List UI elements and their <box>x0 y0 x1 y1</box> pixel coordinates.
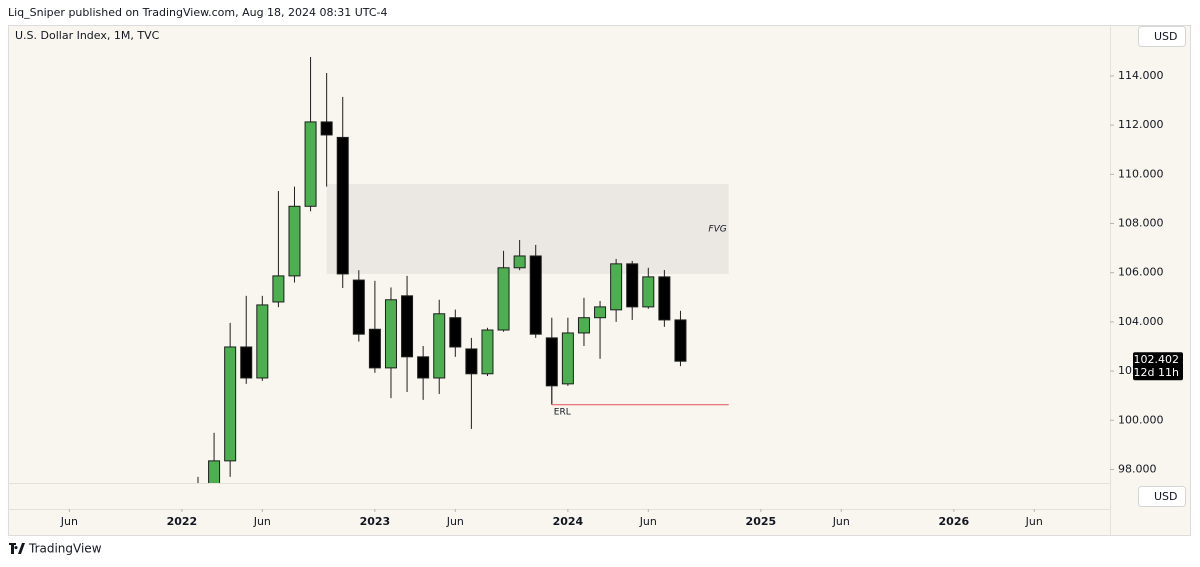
candle-body <box>256 304 269 379</box>
candle-body <box>626 263 639 308</box>
candle-body <box>401 295 414 358</box>
zone-label: FVG <box>708 224 726 234</box>
symbol: U.S. Dollar Index, 1M, TVC <box>15 29 160 42</box>
candle-body <box>384 299 397 369</box>
y-tick-label: 114.000 <box>1118 69 1164 82</box>
candle-body <box>417 356 430 379</box>
x-tick-label: Jun <box>832 515 850 528</box>
currency-button[interactable] <box>1138 26 1186 47</box>
plot: FVG ERL <box>197 56 729 483</box>
x-tick-label: Jun <box>639 515 657 528</box>
candle-body <box>433 313 446 379</box>
candle-body <box>529 255 542 335</box>
candle-body <box>368 328 381 369</box>
price-tag-value: 102.402 <box>1134 353 1180 366</box>
candle-body <box>545 337 558 387</box>
candle-body <box>465 348 478 375</box>
candle-body <box>352 279 365 335</box>
y-tick-label: 104.000 <box>1118 315 1164 328</box>
currency-top: USD <box>1154 30 1178 43</box>
candle-body <box>288 205 301 277</box>
x-tick-label: 2023 <box>360 515 391 528</box>
candle-body <box>610 263 623 311</box>
x-tick-label: Jun <box>60 515 78 528</box>
currency-button[interactable] <box>1138 486 1186 507</box>
y-tick-label: 108.000 <box>1118 216 1164 229</box>
candle-body <box>272 275 285 303</box>
candle-body <box>320 121 333 136</box>
candle-body <box>577 317 590 334</box>
candle-body <box>304 121 317 207</box>
y-tick-label: 110.000 <box>1118 167 1164 180</box>
chart-frame <box>8 25 1191 536</box>
candle-body <box>497 267 510 331</box>
x-tick-label: 2025 <box>746 515 777 528</box>
fvg-zone <box>326 183 729 274</box>
brand: TradingView <box>28 542 102 556</box>
x-tick-label: Jun <box>253 515 271 528</box>
x-tick-label: Jun <box>446 515 464 528</box>
x-tick-label: 2024 <box>553 515 584 528</box>
x-tick-label: 2022 <box>167 515 198 528</box>
x-tick-label: 2026 <box>939 515 970 528</box>
candle-body <box>674 319 687 362</box>
candle-body <box>642 276 655 308</box>
candle-body <box>224 346 237 462</box>
x-tick-label: Jun <box>1025 515 1043 528</box>
candle-body <box>594 306 607 319</box>
candle-body <box>513 255 526 269</box>
axes: 98.000100.000102.000104.000106.000108.00… <box>60 69 1183 528</box>
candle-body <box>658 276 671 321</box>
level-label: ERL <box>554 407 571 417</box>
y-tick-label: 112.000 <box>1118 118 1164 131</box>
currency-bottom: USD <box>1154 490 1178 503</box>
y-tick-label: 98.000 <box>1118 462 1157 475</box>
candle-body <box>240 346 253 379</box>
price-tag <box>1133 352 1183 381</box>
candle-body <box>336 136 349 275</box>
y-tick-label: 100.000 <box>1118 413 1164 426</box>
byline: Liq_Sniper published on TradingView.com,… <box>8 6 388 19</box>
candle-body <box>449 317 462 348</box>
tv-logo <box>9 543 25 554</box>
candle-body <box>561 332 574 385</box>
y-tick-label: 106.000 <box>1118 266 1164 279</box>
countdown: 12d 11h <box>1134 366 1179 379</box>
candle-body <box>481 329 494 375</box>
candle-body <box>208 460 221 483</box>
